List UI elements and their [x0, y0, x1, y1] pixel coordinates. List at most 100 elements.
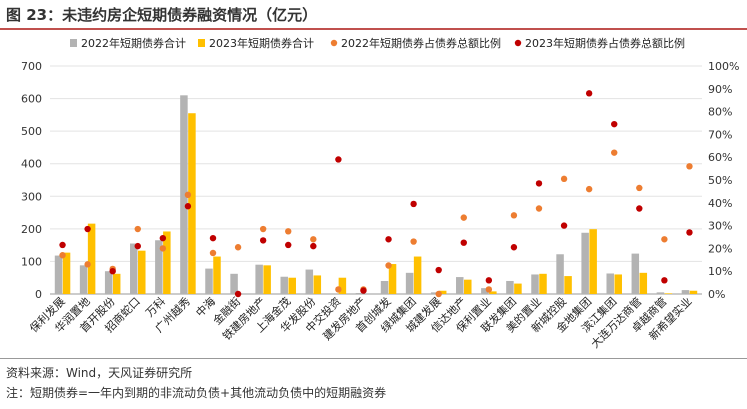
bar-2022 — [180, 95, 188, 294]
dot-2023 — [335, 156, 342, 163]
bar-2023 — [338, 277, 347, 294]
dot-2022 — [84, 261, 91, 268]
bar-2023 — [313, 275, 322, 294]
bar-2023 — [263, 265, 271, 294]
bar-2022 — [556, 254, 564, 294]
bar-2023 — [664, 293, 673, 294]
legend-swatch-3 — [514, 39, 522, 47]
bar-2022 — [305, 269, 314, 294]
dot-2022 — [59, 252, 66, 259]
source-note: 资料来源：Wind，天风证券研究所 — [6, 366, 193, 380]
bar-2022 — [631, 253, 640, 294]
dot-2022 — [234, 244, 242, 251]
right-tick-label: 50% — [708, 174, 732, 187]
footnote: 注：短期债券=一年内到期的非流动负债+其他流动负债中的短期融资券 — [6, 386, 387, 400]
bar-2023 — [514, 283, 522, 294]
dots — [59, 90, 693, 298]
bar-2022 — [355, 293, 364, 294]
dot-2023 — [209, 234, 217, 242]
bar-2023 — [288, 277, 296, 294]
bars — [54, 95, 698, 294]
chart-title: 图 23：未违约房企短期债券融资情况（亿元） — [6, 6, 318, 24]
right-tick-label: 0% — [708, 288, 725, 301]
dot-2022 — [611, 149, 618, 156]
dot-2023 — [285, 241, 292, 249]
dot-2022 — [636, 184, 643, 192]
bar-2023 — [188, 113, 196, 294]
right-tick-label: 90% — [708, 83, 732, 96]
dot-2022 — [310, 236, 317, 243]
legend: 2022年短期债券合计 2023年短期债券合计 2022年短期债券占债券总额比例 20… — [70, 36, 685, 50]
bar-2023 — [614, 274, 622, 294]
bar-2022 — [130, 243, 138, 294]
dot-2023 — [109, 268, 116, 275]
bar-2022 — [79, 265, 88, 294]
dot-2023 — [159, 234, 167, 242]
dot-2023 — [435, 266, 442, 274]
dot-2023 — [661, 277, 668, 284]
right-axis: 0% 10% 20% 30% 40% 50% 60% 70% 80% 90% 100% — [708, 60, 739, 301]
dot-2022 — [259, 225, 267, 233]
dot-2023 — [410, 200, 417, 208]
title-bar: 图 23：未违约房企短期债券融资情况（亿元） — [0, 0, 747, 30]
dot-2023 — [310, 242, 317, 250]
bar-2023 — [413, 256, 422, 294]
dot-2023 — [234, 290, 242, 298]
dot-2023 — [585, 90, 593, 97]
legend-label-2: 2022年短期债券占债券总额比例 — [341, 36, 501, 50]
bar-2023 — [539, 273, 547, 294]
bar-2023 — [464, 279, 472, 294]
dot-2022 — [134, 225, 141, 233]
bar-2022 — [230, 273, 238, 294]
bar-2023 — [639, 272, 648, 294]
right-tick-label: 100% — [708, 60, 739, 73]
bar-2023 — [112, 273, 121, 294]
dot-2023 — [460, 239, 467, 246]
bar-2022 — [380, 280, 389, 294]
right-tick-label: 60% — [708, 151, 732, 164]
bar-2022 — [155, 240, 163, 294]
legend-label-3: 2023年短期债券占债券总额比例 — [525, 36, 685, 50]
dot-2022 — [485, 286, 493, 293]
dot-2022 — [460, 214, 467, 221]
bar-2023 — [388, 264, 397, 294]
left-tick-label: 700 — [21, 60, 42, 73]
dot-2022 — [209, 249, 217, 257]
bar-2022 — [531, 274, 539, 294]
bar-2022 — [54, 255, 63, 294]
bar-2022 — [656, 292, 665, 294]
dot-2022 — [585, 185, 593, 193]
bar-2023 — [213, 256, 221, 294]
dot-2023 — [611, 120, 618, 128]
bar-2022 — [581, 232, 589, 294]
right-tick-label: 80% — [708, 106, 732, 119]
bar-2022 — [205, 268, 213, 294]
left-tick-label: 200 — [21, 223, 42, 236]
bar-2022 — [681, 290, 690, 294]
dot-2022 — [385, 262, 392, 269]
dot-2023 — [59, 241, 66, 249]
right-tick-label: 10% — [708, 265, 732, 278]
dot-2022 — [560, 175, 568, 183]
left-axis: 0 100 200 300 400 500 600 700 — [21, 60, 42, 301]
dot-2023 — [184, 203, 192, 210]
legend-swatch-2 — [330, 39, 338, 47]
dot-2022 — [510, 212, 518, 219]
bar-2023 — [589, 229, 597, 294]
right-tick-label: 70% — [708, 128, 732, 141]
dot-2023 — [134, 242, 141, 250]
dot-2022 — [159, 245, 167, 252]
bar-2023 — [163, 231, 171, 294]
left-tick-label: 300 — [21, 190, 42, 203]
dot-2023 — [686, 229, 693, 236]
dot-2023 — [535, 180, 543, 187]
right-tick-label: 20% — [708, 242, 732, 255]
bar-2022 — [430, 292, 439, 294]
bar-2022 — [255, 264, 263, 294]
left-tick-label: 400 — [21, 158, 42, 171]
dot-2022 — [435, 290, 442, 298]
dot-2023 — [360, 287, 367, 294]
bar-2022 — [606, 273, 614, 294]
dot-2022 — [184, 191, 192, 199]
